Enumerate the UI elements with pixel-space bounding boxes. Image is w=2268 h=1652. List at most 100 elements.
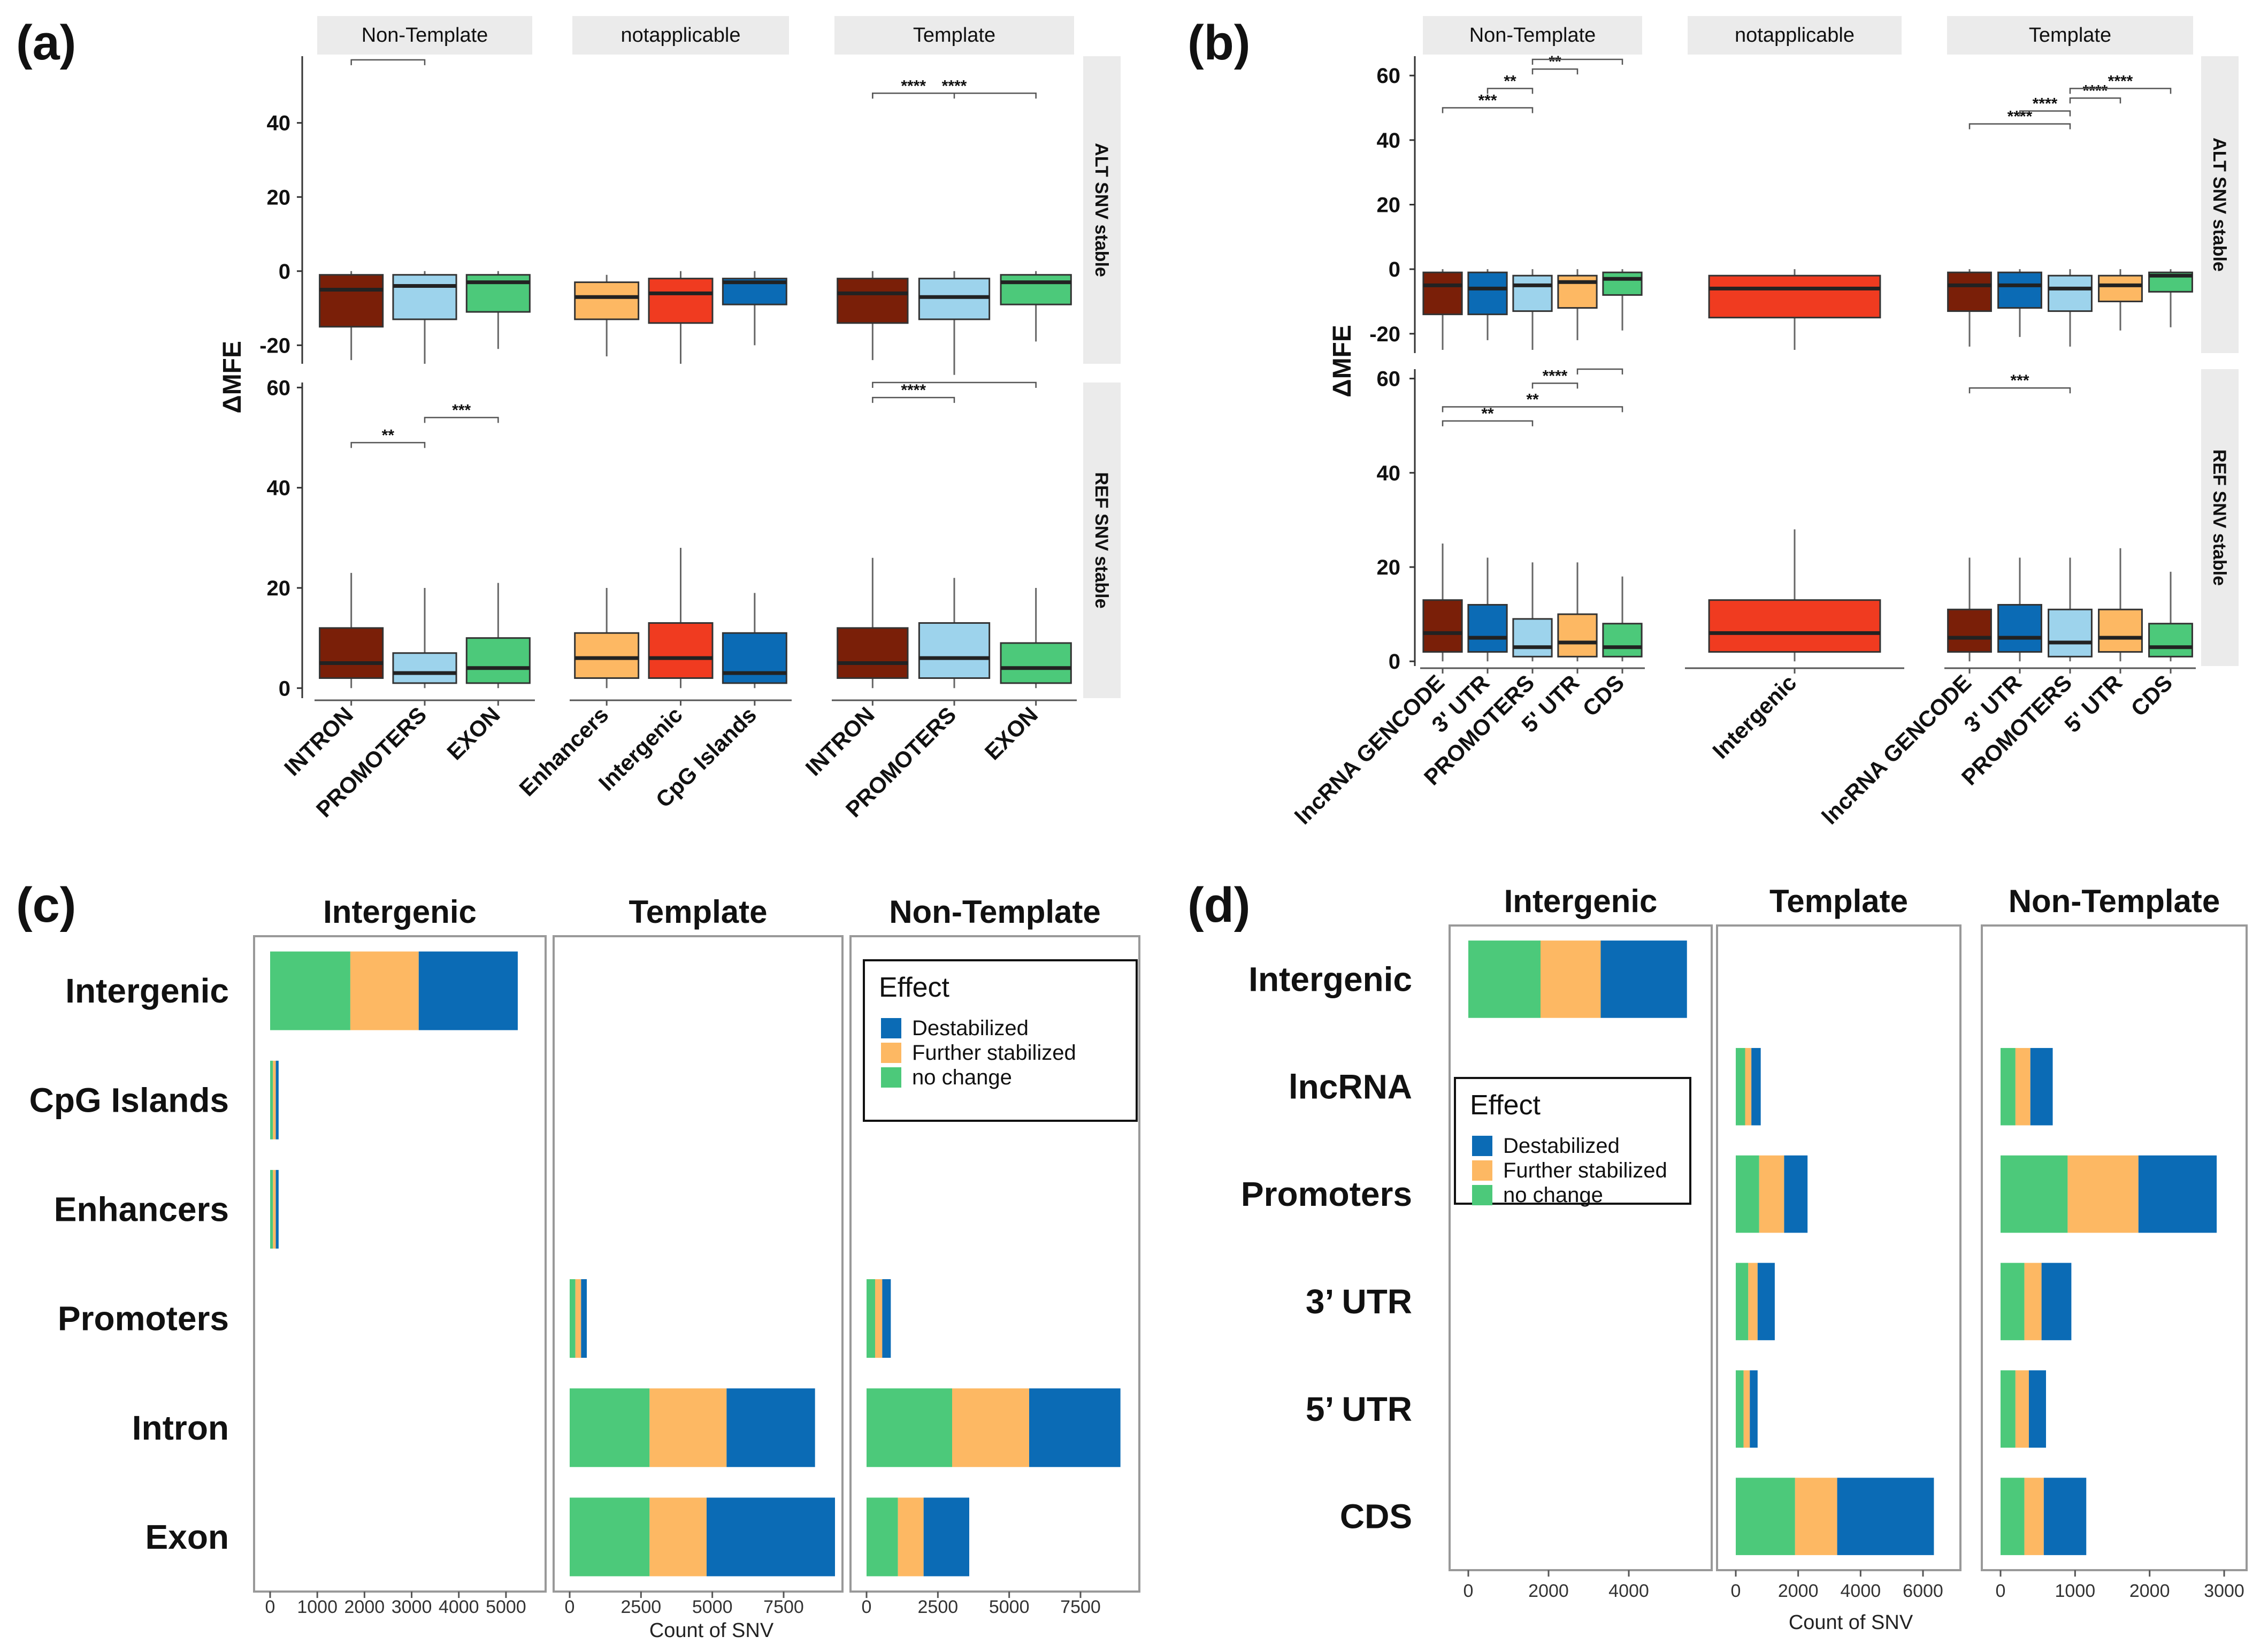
bar-segment-further-stabilized — [575, 1279, 581, 1358]
x-tick-label: 4000 — [439, 1597, 479, 1617]
bar-segment-no-change — [2001, 1263, 2025, 1341]
box-cds — [1602, 269, 1643, 331]
box-iqr — [1422, 271, 1463, 316]
box-promoters — [2048, 557, 2093, 662]
bar-segment-further-stabilized — [1748, 1263, 1758, 1341]
x-tick-label: lncRNA GENCODE — [1817, 670, 1976, 829]
x-tick-label: 0 — [862, 1597, 872, 1617]
box-lncrna-gencode — [1947, 269, 1992, 347]
box-intron — [319, 572, 384, 689]
box-iqr — [1512, 274, 1553, 312]
facet-template: Template 0 2000 4000 6000 — [1716, 883, 1961, 1601]
y-tick-label: 60 — [1377, 64, 1401, 88]
box-exon — [1000, 587, 1072, 689]
bar-segment-no-change — [2001, 1478, 2025, 1555]
bracket-line — [872, 396, 955, 403]
x-tick-label: 2000 — [2129, 1581, 2170, 1601]
legend-item-label: Destabilized — [1503, 1134, 1620, 1158]
x-tick-label: 7500 — [1060, 1597, 1101, 1617]
bar-segment-further-stabilized — [1743, 1370, 1750, 1448]
bracket-label: **** — [901, 381, 926, 399]
facet-strip-label: Non-Template — [362, 24, 488, 47]
bracket-line — [1487, 88, 1534, 94]
bracket-line — [872, 381, 1037, 388]
bar-3-utr — [1736, 1263, 1775, 1341]
category-label: Exon — [145, 1518, 229, 1556]
boxplot-panel-a: Non-Template notapplicable Template ΔMFE ALT… — [218, 16, 1121, 822]
box-iqr — [1997, 271, 2042, 309]
bar-segment-no-change — [2001, 1370, 2016, 1448]
legend-swatch-no-change — [881, 1067, 901, 1088]
row-strip-ref-snv-stable — [1083, 383, 1121, 698]
bracket-line — [1442, 420, 1534, 426]
legend-swatch-further-stabilized — [881, 1043, 901, 1063]
x-tick-label: 0 — [1464, 1581, 1474, 1601]
y-axis-title: ΔMFE — [1328, 325, 1357, 397]
x-tick-label: 1000 — [2055, 1581, 2096, 1601]
x-tick-label: 0 — [1731, 1581, 1741, 1601]
facet-template: Template 0 2500 5000 7500 — [553, 894, 844, 1617]
bracket-label: **** — [2108, 72, 2133, 90]
box-iqr — [1000, 274, 1072, 305]
box-iqr — [574, 632, 640, 679]
box-promoters — [392, 587, 457, 689]
bar-segment-no-change — [2001, 1155, 2068, 1233]
legend-title: Effect — [1470, 1090, 1541, 1121]
x-tick-label: 4000 — [1608, 1581, 1649, 1601]
bracket-label: ** — [1504, 72, 1516, 90]
box-iqr — [1947, 608, 1992, 653]
bracket-line — [1576, 368, 1623, 374]
box-iqr — [918, 622, 991, 679]
bar-cds — [2001, 1478, 2087, 1555]
stacked-bar-panel-d: Intergenic lncRNA Promoters 3’ UTR 5’ UTR CDS… — [1241, 883, 2248, 1634]
significance-bracket: ** — [1487, 72, 1534, 94]
legend-swatch-destabilized — [881, 1018, 901, 1038]
significance-bracket: *** — [1442, 92, 1534, 113]
box-promoters — [392, 271, 457, 364]
facet-strip-notapplicable — [1688, 16, 1902, 55]
bracket-line — [2069, 88, 2172, 94]
x-tick-label: 2000 — [1778, 1581, 1819, 1601]
bar-segment-further-stabilized — [273, 1060, 276, 1139]
bar-segment-no-change — [270, 1169, 273, 1249]
bar-segment-further-stabilized — [1745, 1047, 1752, 1126]
box-iqr — [1997, 603, 2042, 653]
box-intergenic — [1708, 529, 1881, 662]
row-strip-alt-snv-stable — [2201, 56, 2239, 353]
x-tick-label: 2500 — [621, 1597, 662, 1617]
row-strip-label: ALT SNV stable — [1091, 143, 1112, 277]
box-intergenic — [648, 271, 714, 364]
facet-strip-label: Non-Template — [1469, 24, 1596, 47]
bracket-line — [1968, 123, 2071, 129]
box-enhancers — [574, 587, 640, 689]
x-tick-label: Intergenic — [1707, 670, 1801, 763]
category-label: Enhancers — [54, 1190, 229, 1228]
facet-strip-label: notapplicable — [1735, 24, 1855, 47]
bar-segment-further-stabilized — [649, 1388, 727, 1467]
bracket-line — [1968, 387, 2071, 394]
legend-item-label: Further stabilized — [912, 1041, 1076, 1065]
bar-segment-destabilized — [1784, 1155, 1808, 1233]
bar-segment-no-change — [1736, 1047, 1745, 1126]
box-intergenic — [648, 548, 714, 689]
bar-intron — [867, 1388, 1121, 1467]
y-tick-label: 20 — [1377, 194, 1401, 217]
bar-segment-destabilized — [726, 1388, 815, 1467]
x-tick-label: 0 — [1996, 1581, 2006, 1601]
significance-bracket: **** — [2069, 72, 2172, 94]
bar-lncrna — [2001, 1047, 2053, 1126]
legend-item-label: Further stabilized — [1503, 1159, 1667, 1182]
facet-title: Non-Template — [889, 894, 1101, 930]
bar-exon — [570, 1497, 835, 1577]
box-iqr — [1512, 618, 1553, 657]
box-iqr — [2098, 608, 2143, 653]
box-intron — [837, 271, 909, 361]
y-tick-label: 60 — [267, 376, 291, 400]
facet-strip-label: Template — [913, 24, 995, 47]
bar-segment-further-stabilized — [2024, 1263, 2042, 1341]
significance-bracket: **** — [2069, 82, 2121, 104]
bar-intergenic — [270, 951, 518, 1030]
bar-segment-destabilized — [882, 1279, 891, 1358]
bar-segment-destabilized — [1750, 1370, 1758, 1448]
